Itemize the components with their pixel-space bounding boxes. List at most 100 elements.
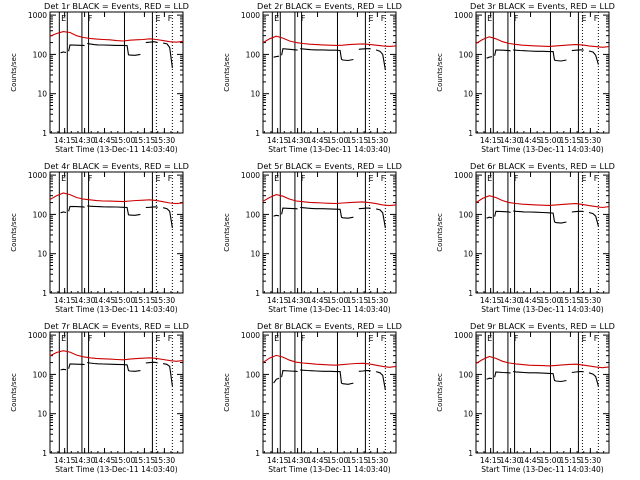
x-tick-label: 15:15 xyxy=(560,456,582,465)
x-tick-label: 15:30 xyxy=(367,296,389,305)
panel-2: Det 2r BLACK = Events, RED = LLD Counts/s… xyxy=(223,1,402,154)
x-tick-label: 14:45 xyxy=(307,136,329,145)
y-tick-label: 100 xyxy=(459,370,474,379)
panel-title: Det 4r BLACK = Events, RED = LLD xyxy=(44,161,189,171)
x-tick-label: 14:30 xyxy=(287,136,309,145)
x-tick-label: 15:15 xyxy=(134,136,156,145)
y-tick-label: 1 xyxy=(468,449,473,458)
x-tick-label: 14:30 xyxy=(287,296,309,305)
y-tick-label: 10 xyxy=(463,410,473,419)
y-axis-label: Counts/sec xyxy=(10,373,18,412)
panel-title: Det 2r BLACK = Events, RED = LLD xyxy=(257,1,402,11)
y-tick-label: 1000 xyxy=(28,11,47,20)
marker-label: F xyxy=(88,14,93,23)
x-axis-label: Start Time (13-Dec-11 14:03:40) xyxy=(481,145,603,154)
marker-label: F xyxy=(301,334,306,343)
y-tick-label: 1 xyxy=(255,129,260,138)
y-tick-label: 1000 xyxy=(454,11,473,20)
events-rate-line xyxy=(273,48,386,71)
marker-label: E xyxy=(61,14,66,23)
x-tick-label: 15:00 xyxy=(114,456,136,465)
x-axis-label: Start Time (13-Dec-11 14:03:40) xyxy=(481,305,603,314)
x-axis-label: Start Time (13-Dec-11 14:03:40) xyxy=(55,305,177,314)
events-rate-line xyxy=(60,41,173,69)
events-rate-line xyxy=(486,49,599,65)
marker-label: F xyxy=(594,14,599,23)
lld-rate-line xyxy=(49,350,184,362)
x-tick-label: 15:00 xyxy=(540,136,562,145)
panel-6: Det 6r BLACK = Events, RED = LLD Counts/s… xyxy=(436,161,615,314)
x-tick-label: 15:00 xyxy=(540,296,562,305)
panel-5: Det 5r BLACK = Events, RED = LLD Counts/s… xyxy=(223,161,402,314)
plot-frame xyxy=(262,11,397,134)
x-tick-label: 14:45 xyxy=(520,136,542,145)
panel-8: Det 8r BLACK = Events, RED = LLD Counts/s… xyxy=(223,321,402,474)
x-tick-label: 15:30 xyxy=(580,456,602,465)
y-tick-label: 100 xyxy=(246,210,261,219)
marker-label: F xyxy=(381,14,386,23)
x-axis-label: Start Time (13-Dec-11 14:03:40) xyxy=(55,145,177,154)
x-tick-label: 15:15 xyxy=(347,136,369,145)
y-tick-label: 1 xyxy=(42,449,47,458)
x-tick-label: 14:15 xyxy=(267,456,289,465)
x-tick-label: 14:30 xyxy=(500,136,522,145)
y-tick-label: 10 xyxy=(250,410,260,419)
y-tick-label: 1000 xyxy=(28,331,47,340)
lld-rate-line xyxy=(475,36,610,48)
y-tick-label: 10 xyxy=(37,90,47,99)
y-tick-label: 1000 xyxy=(454,331,473,340)
y-tick-label: 100 xyxy=(246,50,261,59)
y-axis-label: Counts/sec xyxy=(436,213,444,252)
y-tick-label: 100 xyxy=(33,50,48,59)
marker-label: F xyxy=(514,14,519,23)
x-tick-label: 14:45 xyxy=(94,136,116,145)
marker-label: F xyxy=(301,14,306,23)
plot-frame xyxy=(49,11,184,134)
marker-label: E xyxy=(274,174,279,183)
y-tick-label: 10 xyxy=(250,250,260,259)
marker-label: E xyxy=(369,14,374,23)
x-tick-label: 14:15 xyxy=(54,136,76,145)
y-tick-label: 10 xyxy=(37,410,47,419)
marker-label: F xyxy=(88,334,93,343)
events-rate-line xyxy=(486,371,599,387)
panel-title: Det 9r BLACK = Events, RED = LLD xyxy=(470,321,615,331)
x-tick-label: 15:30 xyxy=(154,136,176,145)
panel-title: Det 3r BLACK = Events, RED = LLD xyxy=(470,1,615,11)
y-tick-label: 100 xyxy=(33,370,48,379)
x-tick-label: 14:45 xyxy=(94,456,116,465)
x-axis-label: Start Time (13-Dec-11 14:03:40) xyxy=(268,465,390,474)
x-tick-label: 15:15 xyxy=(347,456,369,465)
x-tick-label: 14:15 xyxy=(480,296,502,305)
panel-title: Det 1r BLACK = Events, RED = LLD xyxy=(44,1,189,11)
plot-frame xyxy=(262,331,397,454)
y-tick-label: 1 xyxy=(255,289,260,298)
marker-label: F xyxy=(88,174,93,183)
x-tick-label: 14:45 xyxy=(307,296,329,305)
x-tick-label: 14:15 xyxy=(480,136,502,145)
x-axis-label: Start Time (13-Dec-11 14:03:40) xyxy=(268,305,390,314)
x-tick-label: 15:30 xyxy=(367,136,389,145)
events-rate-line xyxy=(60,205,173,229)
marker-label: F xyxy=(514,334,519,343)
plot-frame xyxy=(262,171,397,294)
x-tick-label: 15:15 xyxy=(560,136,582,145)
panel-title: Det 7r BLACK = Events, RED = LLD xyxy=(44,321,189,331)
y-axis-label: Counts/sec xyxy=(223,213,231,252)
y-tick-label: 1 xyxy=(42,289,47,298)
x-tick-label: 15:00 xyxy=(327,296,349,305)
x-axis-label: Start Time (13-Dec-11 14:03:40) xyxy=(481,465,603,474)
y-axis-label: Counts/sec xyxy=(436,53,444,92)
marker-label: F xyxy=(168,14,173,23)
marker-label: E xyxy=(487,174,492,183)
x-tick-label: 14:45 xyxy=(520,456,542,465)
y-axis-label: Counts/sec xyxy=(10,53,18,92)
y-tick-label: 1 xyxy=(255,449,260,458)
y-tick-label: 100 xyxy=(459,210,474,219)
marker-label: E xyxy=(274,334,279,343)
marker-label: E xyxy=(487,334,492,343)
y-tick-label: 100 xyxy=(459,50,474,59)
y-axis-label: Counts/sec xyxy=(223,373,231,412)
lld-rate-line xyxy=(475,195,610,209)
x-tick-label: 14:30 xyxy=(74,136,96,145)
